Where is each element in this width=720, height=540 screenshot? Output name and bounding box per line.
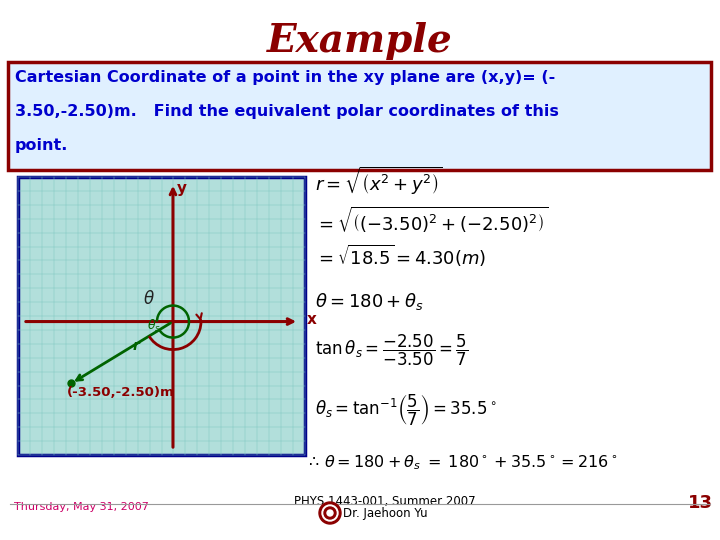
FancyBboxPatch shape [8,62,711,170]
Circle shape [319,502,341,524]
Text: $\therefore\,\theta = 180 + \theta_s\; =\; 180^\circ + 35.5^\circ = 216^\circ$: $\therefore\,\theta = 180 + \theta_s\; =… [305,453,618,472]
Circle shape [324,507,336,519]
Text: $\theta$: $\theta$ [143,289,155,308]
Text: x: x [307,312,317,327]
Text: $= \sqrt{\left((-3.50)^2+(-2.50)^2\right)}$: $= \sqrt{\left((-3.50)^2+(-2.50)^2\right… [315,205,548,235]
Text: point.: point. [15,138,68,153]
Text: Thursday, May 31, 2007: Thursday, May 31, 2007 [14,502,149,512]
Circle shape [322,505,338,521]
Text: $\theta = 180 + \theta_s$: $\theta = 180 + \theta_s$ [315,291,424,312]
Text: $\tan\theta_s = \dfrac{-2.50}{-3.50} = \dfrac{5}{7}$: $\tan\theta_s = \dfrac{-2.50}{-3.50} = \… [315,333,468,368]
Text: $r = \sqrt{\left(x^2 + y^2\right)}$: $r = \sqrt{\left(x^2 + y^2\right)}$ [315,165,443,197]
Text: 3.50,-2.50)m.   Find the equivalent polar coordinates of this: 3.50,-2.50)m. Find the equivalent polar … [15,104,559,119]
Text: Cartesian Coordinate of a point in the xy plane are (x,y)= (-: Cartesian Coordinate of a point in the x… [15,70,555,85]
Text: Example: Example [267,22,453,60]
Bar [18,177,305,455]
Text: 13: 13 [688,494,713,512]
Text: $= \sqrt{18.5} = 4.30(m)$: $= \sqrt{18.5} = 4.30(m)$ [315,243,486,269]
Text: r: r [132,340,139,353]
Text: PHYS 1443-001, Summer 2007: PHYS 1443-001, Summer 2007 [294,495,476,508]
Circle shape [327,510,333,516]
Text: y: y [177,181,187,196]
Text: (-3.50,-2.50)m: (-3.50,-2.50)m [66,386,174,399]
Text: Dr. Jaehoon Yu: Dr. Jaehoon Yu [343,507,427,520]
Text: $\theta_s$: $\theta_s$ [147,318,161,334]
Text: $\theta_s = \tan^{-1}\!\left(\dfrac{5}{7}\right) = 35.5^\circ$: $\theta_s = \tan^{-1}\!\left(\dfrac{5}{7… [315,393,497,428]
